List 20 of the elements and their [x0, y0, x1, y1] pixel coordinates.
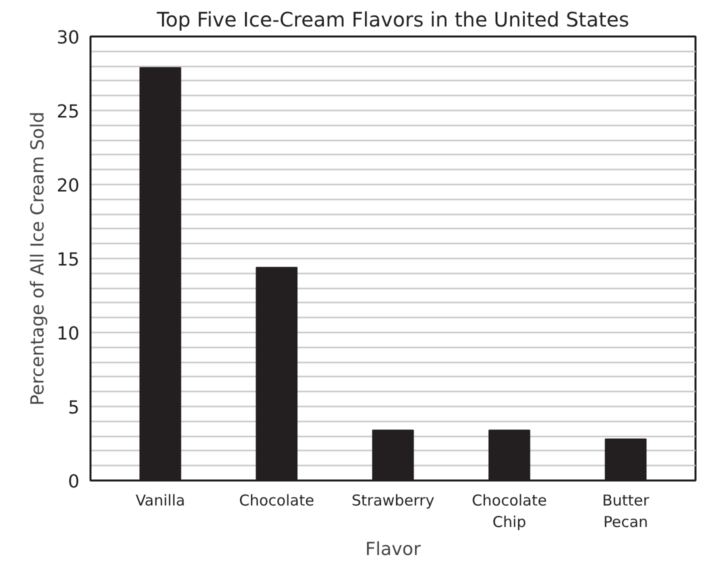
- chart-title: Top Five Ice-Cream Flavors in the United States: [156, 8, 630, 32]
- bar: [372, 430, 414, 480]
- x-tick-label: Chocolate: [239, 492, 314, 510]
- y-tick-label: 30: [56, 28, 80, 48]
- bar: [604, 438, 647, 480]
- y-tick-label: 25: [56, 102, 80, 122]
- x-axis-title: Flavor: [365, 539, 422, 560]
- bar: [488, 430, 530, 480]
- y-tick-label: 0: [68, 472, 80, 492]
- x-tick-label: Chocolate Chip: [472, 492, 547, 532]
- bar: [256, 266, 298, 480]
- y-tick-label: 10: [56, 324, 80, 344]
- bar: [139, 67, 182, 480]
- x-tick-label: Butter Pecan: [602, 492, 650, 532]
- y-axis-title: Percentage of All Ice Cream Sold: [28, 112, 49, 406]
- y-tick-label: 15: [56, 250, 80, 270]
- y-tick-label: 5: [68, 398, 80, 418]
- x-tick-label: Vanilla: [136, 492, 186, 510]
- x-tick-label: Strawberry: [352, 492, 434, 510]
- y-tick-label: 20: [56, 176, 80, 196]
